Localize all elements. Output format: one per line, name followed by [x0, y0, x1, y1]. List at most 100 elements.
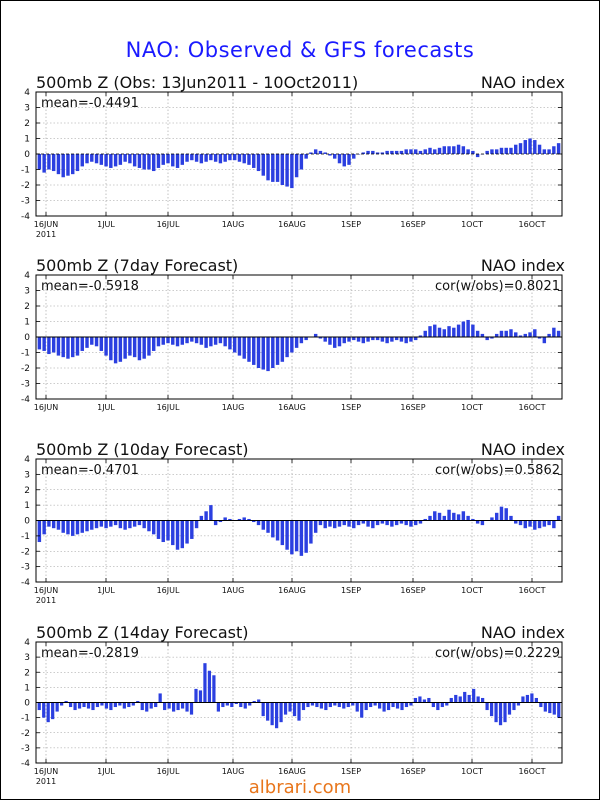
bar [480, 520, 485, 526]
bar [442, 515, 447, 521]
x-tick-label: 1JUL [97, 767, 115, 776]
bar [285, 520, 289, 550]
y-tick-label: -1 [21, 714, 30, 724]
bar [118, 520, 123, 529]
bar [37, 520, 42, 543]
bar [175, 154, 180, 168]
bar [471, 324, 475, 337]
x-tick-year: 2011 [36, 777, 56, 786]
bar [351, 702, 355, 706]
bar [525, 694, 530, 703]
bar [466, 319, 470, 337]
bar [271, 337, 275, 368]
bar [304, 520, 308, 553]
bar [194, 688, 198, 703]
bar [279, 702, 283, 723]
y-tick-label: 2 [24, 119, 30, 129]
bar [301, 702, 306, 711]
bar [71, 154, 75, 175]
bar [156, 154, 161, 168]
bar [442, 329, 447, 337]
bar [364, 702, 368, 711]
bar [447, 326, 451, 337]
bar [75, 154, 80, 172]
bar [304, 337, 308, 341]
x-tick-label: 16JUN [34, 403, 58, 412]
bar [60, 702, 64, 706]
bar [185, 154, 189, 162]
bar [185, 337, 189, 344]
bar [328, 520, 332, 527]
y-tick-label: 4 [24, 638, 30, 648]
bar [371, 520, 375, 529]
panel-title: 500mb Z (14day Forecast) [36, 623, 248, 642]
bar [454, 694, 458, 703]
x-tick-year: 2011 [36, 596, 56, 605]
bar [449, 697, 453, 703]
bar [256, 520, 261, 526]
bar [456, 514, 461, 521]
bar [428, 515, 432, 521]
bar [433, 324, 437, 337]
bar [547, 333, 551, 337]
y-tick-label: -3 [21, 380, 30, 390]
bar [280, 520, 285, 546]
bar [100, 702, 104, 706]
bar [230, 702, 234, 708]
bar [156, 337, 161, 347]
bar [158, 693, 162, 703]
bar [352, 154, 356, 159]
bar [151, 520, 156, 535]
y-tick-label: -2 [21, 364, 30, 374]
bar [394, 520, 399, 526]
bar [537, 337, 542, 339]
x-tick-label: 16AUG [278, 767, 306, 776]
x-tick-label: 1JUL [97, 220, 115, 229]
y-tick-label: 1 [24, 501, 30, 511]
bar [218, 337, 223, 344]
bar [266, 520, 270, 533]
bar [225, 702, 229, 706]
bar [543, 702, 547, 712]
bar [552, 327, 556, 337]
bar [404, 149, 408, 154]
bar [346, 702, 350, 708]
bar [137, 154, 142, 168]
bar [232, 154, 237, 161]
bar [466, 149, 470, 154]
bar [494, 512, 499, 521]
bar [128, 520, 132, 529]
y-tick-label: 3 [24, 287, 30, 297]
bar [489, 702, 494, 717]
bar [552, 146, 556, 154]
bar [556, 515, 561, 521]
main-title: NAO: Observed & GFS forecasts [125, 38, 475, 62]
bar [261, 702, 265, 717]
bar [498, 702, 503, 726]
y-tick-label: 2 [24, 668, 30, 678]
bar [375, 337, 380, 341]
bar [252, 520, 256, 523]
bar [122, 702, 126, 709]
bar [147, 154, 151, 170]
bar [409, 337, 413, 342]
bar [514, 332, 518, 337]
bar [475, 520, 480, 524]
bar [521, 696, 525, 703]
bar [509, 515, 513, 521]
y-tick-label: 0 [24, 517, 30, 527]
bar [413, 520, 418, 526]
y-tick-label: 3 [24, 653, 30, 663]
bar [104, 520, 108, 529]
bar [431, 702, 435, 708]
x-tick-label: 1JUL [97, 586, 115, 595]
bar [328, 702, 332, 708]
bar [499, 330, 504, 337]
bar [318, 150, 323, 154]
bar [212, 675, 216, 703]
bar [323, 337, 327, 342]
bar [297, 702, 301, 721]
watermark-text: albrari.com [248, 777, 352, 798]
bar [542, 520, 547, 527]
bar [409, 149, 413, 154]
